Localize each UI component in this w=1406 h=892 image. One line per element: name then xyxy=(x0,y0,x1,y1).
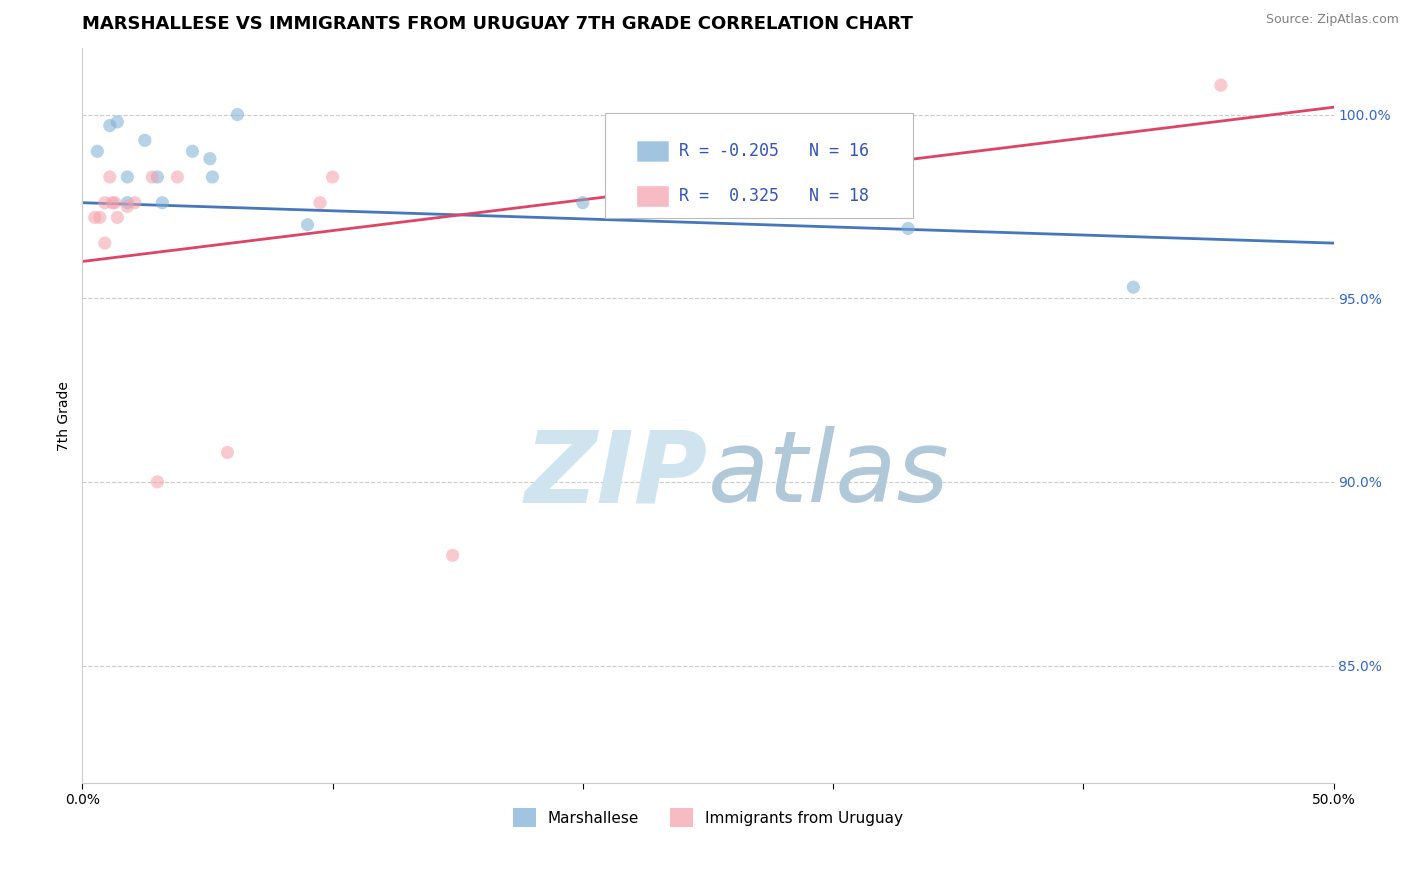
Point xyxy=(309,195,332,210)
Point xyxy=(83,211,105,225)
Point xyxy=(89,211,111,225)
Point xyxy=(441,549,464,563)
Point xyxy=(897,221,920,235)
Point xyxy=(98,169,121,184)
Point xyxy=(94,195,117,210)
Text: R =  0.325   N = 18: R = 0.325 N = 18 xyxy=(679,186,869,205)
Point xyxy=(105,211,128,225)
Point xyxy=(198,152,221,166)
Point xyxy=(141,169,163,184)
Point xyxy=(1209,78,1232,92)
Point xyxy=(322,169,344,184)
Point xyxy=(146,169,169,184)
Point xyxy=(297,218,319,232)
Text: R = -0.205   N = 16: R = -0.205 N = 16 xyxy=(679,142,869,161)
Point xyxy=(181,145,204,159)
Point xyxy=(104,195,127,210)
Point xyxy=(166,169,188,184)
Text: atlas: atlas xyxy=(707,426,949,523)
Point xyxy=(1122,280,1144,294)
Point xyxy=(571,195,593,210)
Point xyxy=(117,169,139,184)
Text: Source: ZipAtlas.com: Source: ZipAtlas.com xyxy=(1265,13,1399,27)
Text: MARSHALLESE VS IMMIGRANTS FROM URUGUAY 7TH GRADE CORRELATION CHART: MARSHALLESE VS IMMIGRANTS FROM URUGUAY 7… xyxy=(83,15,912,33)
Point xyxy=(117,195,139,210)
Point xyxy=(124,195,146,210)
Point xyxy=(117,199,139,213)
Legend: Marshallese, Immigrants from Uruguay: Marshallese, Immigrants from Uruguay xyxy=(513,808,903,827)
Point xyxy=(94,236,117,251)
Point xyxy=(101,195,124,210)
Point xyxy=(86,145,108,159)
Point xyxy=(105,115,128,129)
Y-axis label: 7th Grade: 7th Grade xyxy=(58,381,72,450)
Point xyxy=(150,195,173,210)
Point xyxy=(226,107,249,121)
Point xyxy=(217,445,239,459)
Point xyxy=(98,119,121,133)
Text: ZIP: ZIP xyxy=(524,426,707,523)
Point xyxy=(146,475,169,489)
Point xyxy=(201,169,224,184)
Point xyxy=(134,133,156,147)
